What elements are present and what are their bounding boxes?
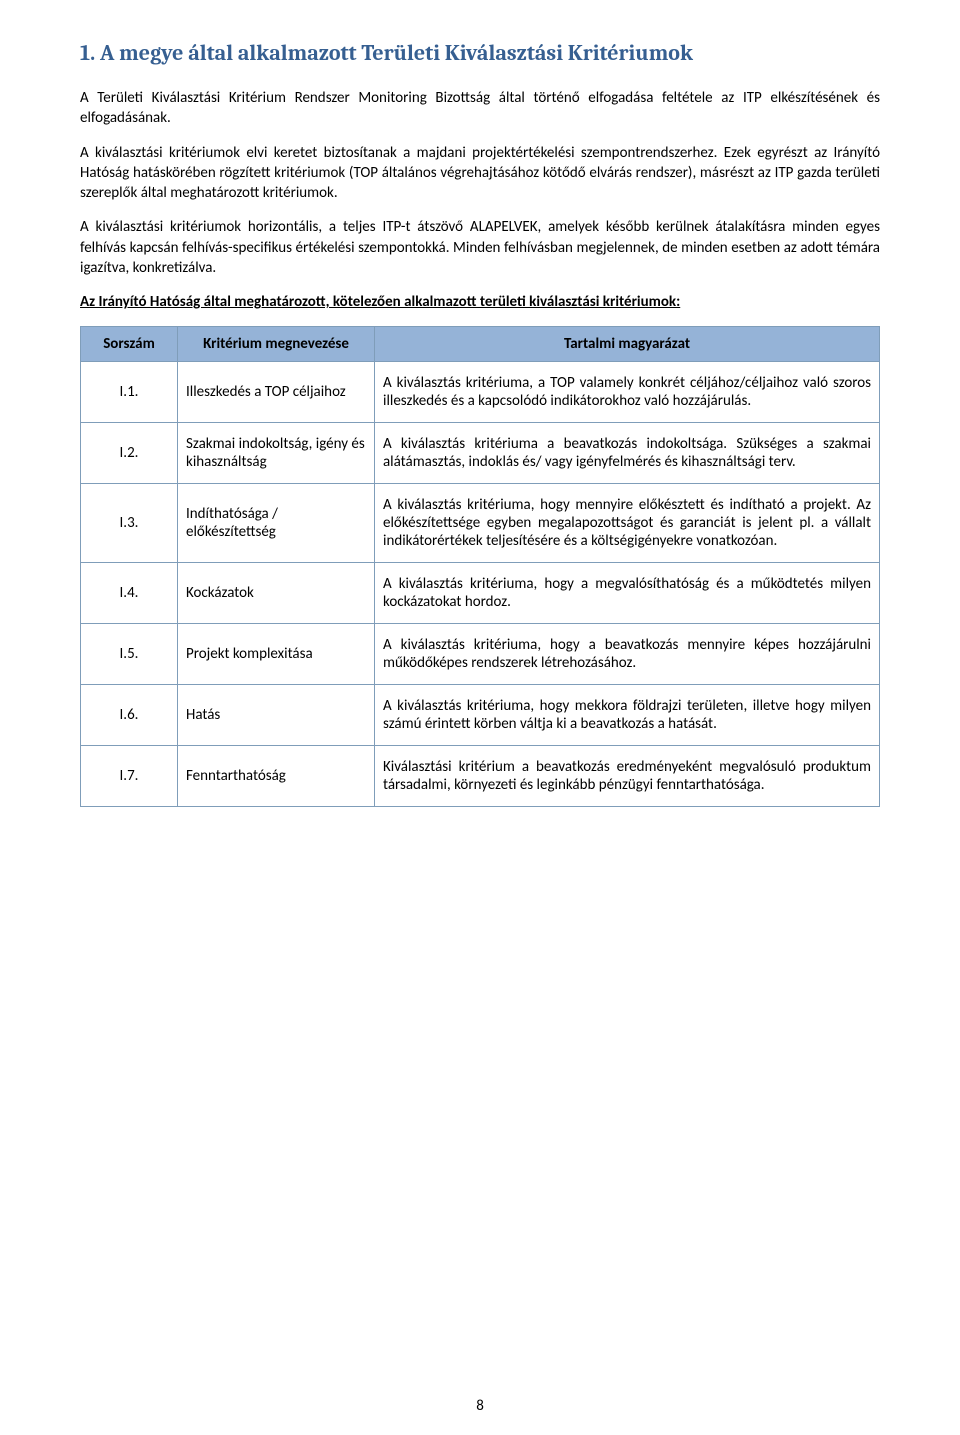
paragraph-3: A kiválasztási kritériumok horizontális,… [80, 217, 880, 278]
table-row: I.3. Indíthatósága / előkészítettség A k… [81, 484, 880, 563]
row-index: I.3. [81, 484, 178, 563]
row-desc: A kiválasztás kritériuma, hogy mekkora f… [375, 685, 880, 746]
row-name: Hatás [178, 685, 375, 746]
table-header-name: Kritérium megnevezése [178, 327, 375, 362]
row-desc: A kiválasztás kritériuma, hogy a megvaló… [375, 563, 880, 624]
section-heading: 1. A megye által alkalmazott Területi Ki… [80, 40, 880, 66]
criteria-table: Sorszám Kritérium megnevezése Tartalmi m… [80, 326, 880, 807]
row-index: I.5. [81, 624, 178, 685]
row-name: Projekt komplexitása [178, 624, 375, 685]
table-row: I.6. Hatás A kiválasztás kritériuma, hog… [81, 685, 880, 746]
row-name: Illeszkedés a TOP céljaihoz [178, 362, 375, 423]
row-index: I.1. [81, 362, 178, 423]
page-container: 1. A megye által alkalmazott Területi Ki… [0, 0, 960, 1435]
row-index: I.6. [81, 685, 178, 746]
row-name: Kockázatok [178, 563, 375, 624]
page-number: 8 [0, 1397, 960, 1415]
row-desc: Kiválasztási kritérium a beavatkozás ere… [375, 746, 880, 807]
row-index: I.2. [81, 423, 178, 484]
row-desc: A kiválasztás kritériuma, hogy a beavatk… [375, 624, 880, 685]
table-row: I.7. Fenntarthatóság Kiválasztási kritér… [81, 746, 880, 807]
row-desc: A kiválasztás kritériuma, hogy mennyire … [375, 484, 880, 563]
paragraph-4-subheading: Az Irányító Hatóság által meghatározott,… [80, 292, 880, 312]
table-row: I.4. Kockázatok A kiválasztás kritériuma… [81, 563, 880, 624]
row-name: Fenntarthatóság [178, 746, 375, 807]
table-header-row: Sorszám Kritérium megnevezése Tartalmi m… [81, 327, 880, 362]
row-name: Indíthatósága / előkészítettség [178, 484, 375, 563]
row-desc: A kiválasztás kritériuma, a TOP valamely… [375, 362, 880, 423]
paragraph-1: A Területi Kiválasztási Kritérium Rendsz… [80, 88, 880, 129]
table-row: I.1. Illeszkedés a TOP céljaihoz A kivál… [81, 362, 880, 423]
row-index: I.7. [81, 746, 178, 807]
table-header-desc: Tartalmi magyarázat [375, 327, 880, 362]
row-name: Szakmai indokoltság, igény és kihasznált… [178, 423, 375, 484]
row-desc: A kiválasztás kritériuma a beavatkozás i… [375, 423, 880, 484]
paragraph-2: A kiválasztási kritériumok elvi keretet … [80, 143, 880, 204]
table-row: I.2. Szakmai indokoltság, igény és kihas… [81, 423, 880, 484]
table-header-index: Sorszám [81, 327, 178, 362]
row-index: I.4. [81, 563, 178, 624]
table-row: I.5. Projekt komplexitása A kiválasztás … [81, 624, 880, 685]
